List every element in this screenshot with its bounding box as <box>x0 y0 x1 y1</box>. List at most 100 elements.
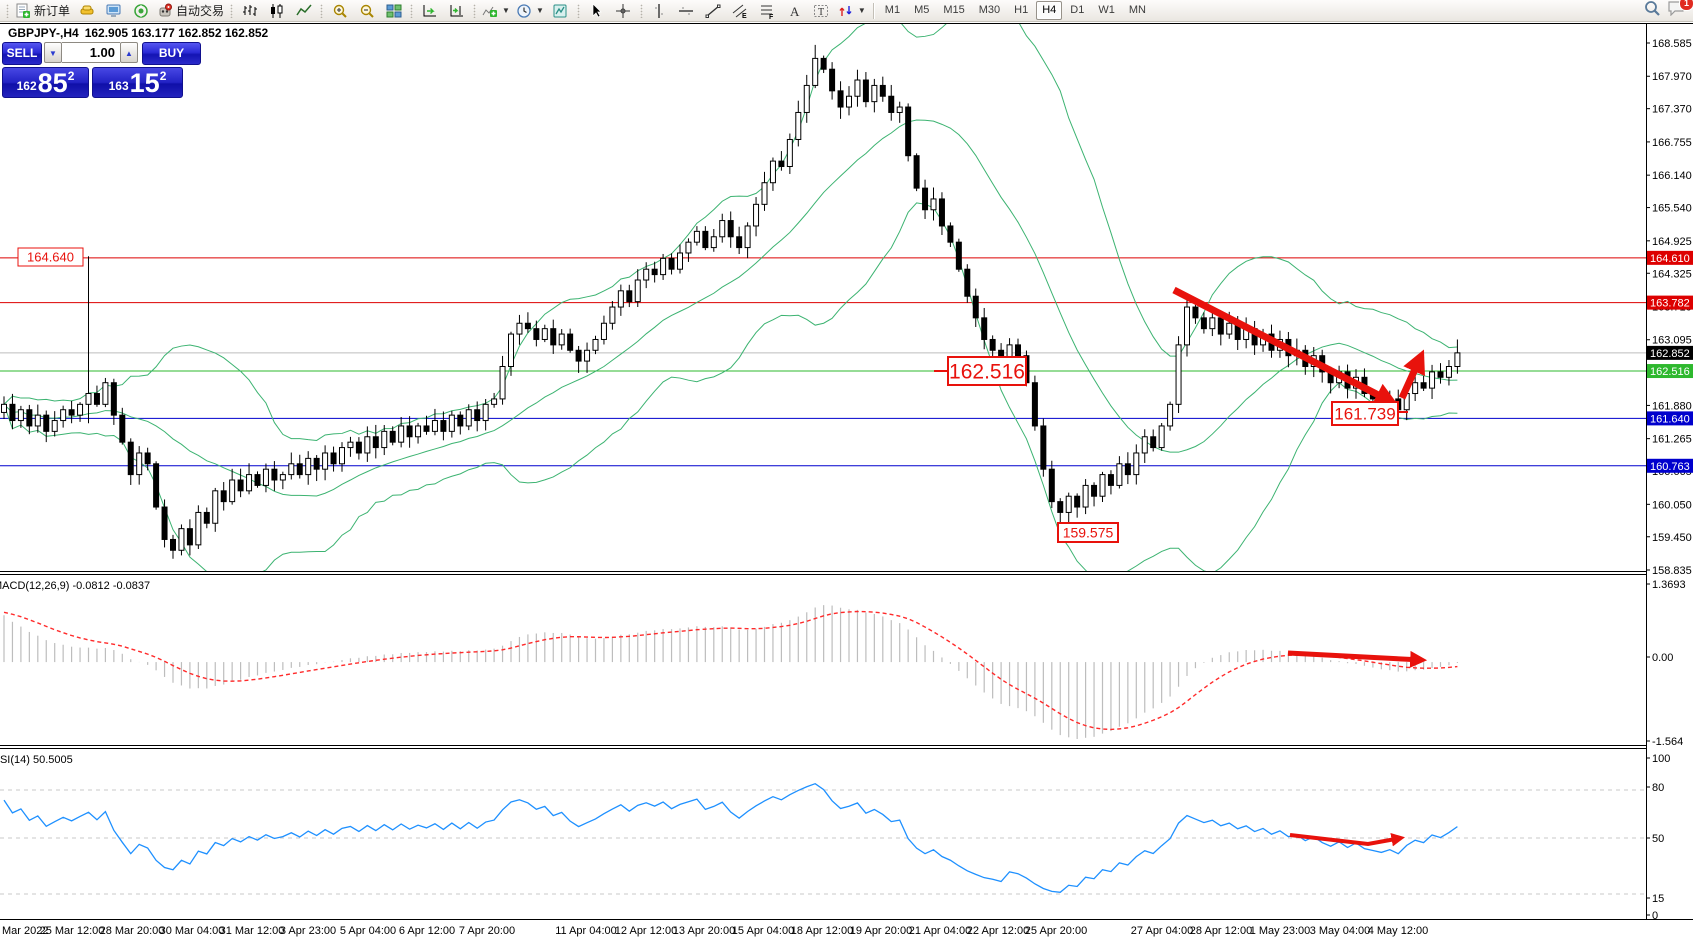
time-label: 25 Apr 20:00 <box>1025 925 1087 937</box>
chat-button[interactable]: 1 <box>1667 0 1693 21</box>
level-label-164640[interactable] <box>17 247 84 267</box>
toolbar-drag-handle[interactable] <box>575 3 581 18</box>
sell-price-tile[interactable]: 162 85 2 <box>2 67 89 98</box>
buy-price-sup: 2 <box>159 69 167 83</box>
chart-candles-button[interactable] <box>263 0 290 21</box>
price-badge-162.516 <box>1647 364 1693 379</box>
timeframe-m1[interactable]: M1 <box>884 4 901 16</box>
autotrading-button[interactable]: 自动交易 <box>154 0 227 21</box>
timeframe-w1[interactable]: W1 <box>1098 4 1115 16</box>
buy-price-tile[interactable]: 163 15 2 <box>92 67 183 98</box>
toolbar-drag-handle[interactable] <box>409 3 415 18</box>
trendline-button[interactable] <box>700 0 727 21</box>
timeframe-mn[interactable]: MN <box>1128 4 1146 16</box>
rsi-tick: 50 <box>1652 833 1664 845</box>
indicators-button[interactable]: ▼ <box>479 0 513 21</box>
equidistant-channel-button[interactable]: E <box>727 0 754 21</box>
price-badge-text: 162.516 <box>1650 366 1690 378</box>
macd-label: MACD(12,26,9) -0.0812 -0.0837 <box>0 580 150 592</box>
auto-scroll-button[interactable] <box>416 0 443 21</box>
chart-bars-button[interactable] <box>236 0 263 21</box>
time-label: 11 Apr 04:00 <box>555 925 617 937</box>
toolbar-drag-handle[interactable] <box>319 3 325 18</box>
terminal-button[interactable] <box>100 0 127 21</box>
bollinger-middle-band <box>3 119 1458 497</box>
sell-button[interactable]: SELL <box>2 42 42 65</box>
timeframe-m5[interactable]: M5 <box>914 4 930 16</box>
chevron-down-icon: ▼ <box>502 5 510 15</box>
crosshair-button[interactable] <box>610 0 637 21</box>
bollinger-upper-band <box>3 24 1458 441</box>
rsi-tick: 100 <box>1652 753 1670 765</box>
volume-decrease-button[interactable]: ▼ <box>44 42 62 63</box>
chart-line-icon <box>295 3 312 19</box>
time-label: 15 Apr 04:00 <box>732 925 794 937</box>
autotrading-label: 自动交易 <box>176 4 225 18</box>
zoom-out-button[interactable] <box>353 0 380 21</box>
price-tick: 166.140 <box>1652 170 1692 182</box>
fibonacci-button[interactable]: F <box>754 0 781 21</box>
level-label-162516[interactable] <box>947 356 1027 386</box>
time-label: 22 Apr 12:00 <box>967 925 1029 937</box>
market-watch-icon <box>79 3 95 19</box>
periods-button[interactable]: ▼ <box>513 0 547 21</box>
macd-flat-arrow[interactable] <box>1287 650 1428 668</box>
volume-input[interactable] <box>62 42 120 63</box>
horizontal-line-button[interactable] <box>673 0 700 21</box>
toolbar-drag-handle[interactable] <box>229 3 235 18</box>
text-label-button[interactable]: T <box>808 0 835 21</box>
toolbar-drag-handle[interactable] <box>472 3 478 18</box>
tile-windows-button[interactable] <box>380 0 407 21</box>
price-axis[interactable]: 168.585 167.970 167.370 166.755 166.140 165.5… <box>1646 38 1693 922</box>
level-label-161739[interactable] <box>1331 401 1399 426</box>
rsi-flat-arrow[interactable] <box>1289 833 1406 847</box>
macd-indicator <box>3 605 1459 739</box>
templates-button[interactable] <box>547 0 574 21</box>
search-button[interactable] <box>1643 0 1661 22</box>
time-label: 19 Apr 20:00 <box>850 925 912 937</box>
price-tick: 158.835 <box>1652 565 1692 577</box>
vertical-line-button[interactable] <box>646 0 673 21</box>
chart-bars-icon <box>242 3 258 19</box>
level-label-162516-text: 162.516 <box>949 361 1025 384</box>
time-label: 28 Mar 20:00 <box>100 925 165 937</box>
zoom-in-button[interactable] <box>326 0 353 21</box>
text-button[interactable]: A <box>781 0 808 21</box>
chart-shift-button[interactable] <box>443 0 470 21</box>
cursor-button[interactable] <box>583 0 610 21</box>
chart-line-button[interactable] <box>290 0 317 21</box>
price-badge-163.782 <box>1647 295 1693 310</box>
reversal-up-arrow[interactable] <box>1398 349 1425 400</box>
timeframe-h4[interactable]: H4 <box>1036 1 1063 20</box>
toolbar-drag-handle[interactable] <box>5 3 10 18</box>
time-label: 25 Mar 12:00 <box>40 925 105 937</box>
main-toolbar: 新订单 自动交易 ▼ ▼ E F A T ▼ M1 M5 M15 M30 H1 H4 D1 W1 MN 1 <box>0 0 1693 22</box>
chart-ohlc-values: 162.905 163.177 162.852 162.852 <box>84 26 269 40</box>
new-order-button[interactable]: 新订单 <box>12 0 73 21</box>
toolbar-drag-handle[interactable] <box>638 3 644 18</box>
timeframe-d1[interactable]: D1 <box>1070 4 1085 16</box>
arrows-button[interactable]: ▼ <box>835 0 869 21</box>
signals-button[interactable] <box>127 0 154 21</box>
buy-button[interactable]: BUY <box>142 42 201 65</box>
time-label: Mar 2022 <box>2 925 48 937</box>
autotrading-icon <box>157 3 173 19</box>
price-tick: 163.095 <box>1652 335 1692 347</box>
price-tick: 161.880 <box>1652 400 1692 412</box>
vertical-line-icon <box>651 3 667 19</box>
downtrend-arrow[interactable] <box>1172 286 1399 406</box>
sell-price-small: 162 <box>16 79 37 93</box>
bollinger-lower-band <box>3 202 1458 572</box>
timeframe-h1[interactable]: H1 <box>1014 4 1029 16</box>
timeframe-m30[interactable]: M30 <box>978 4 1001 16</box>
volume-increase-button[interactable]: ▲ <box>120 42 138 63</box>
one-click-trading-panel: SELL ▼ ▲ BUY 162 85 2 163 15 2 <box>2 40 201 98</box>
crosshair-icon <box>615 3 631 19</box>
level-label-159575[interactable] <box>1057 522 1119 543</box>
market-watch-button[interactable] <box>73 0 100 21</box>
price-badge-text: 161.640 <box>1650 413 1690 425</box>
level-label-159575-text: 159.575 <box>1063 525 1114 541</box>
timeframe-m15[interactable]: M15 <box>943 4 965 16</box>
